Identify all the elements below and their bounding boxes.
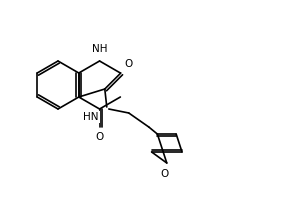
Text: HN: HN	[83, 112, 99, 122]
Text: O: O	[125, 59, 133, 69]
Text: NH: NH	[92, 44, 107, 54]
Text: O: O	[95, 132, 104, 142]
Text: O: O	[161, 169, 169, 179]
